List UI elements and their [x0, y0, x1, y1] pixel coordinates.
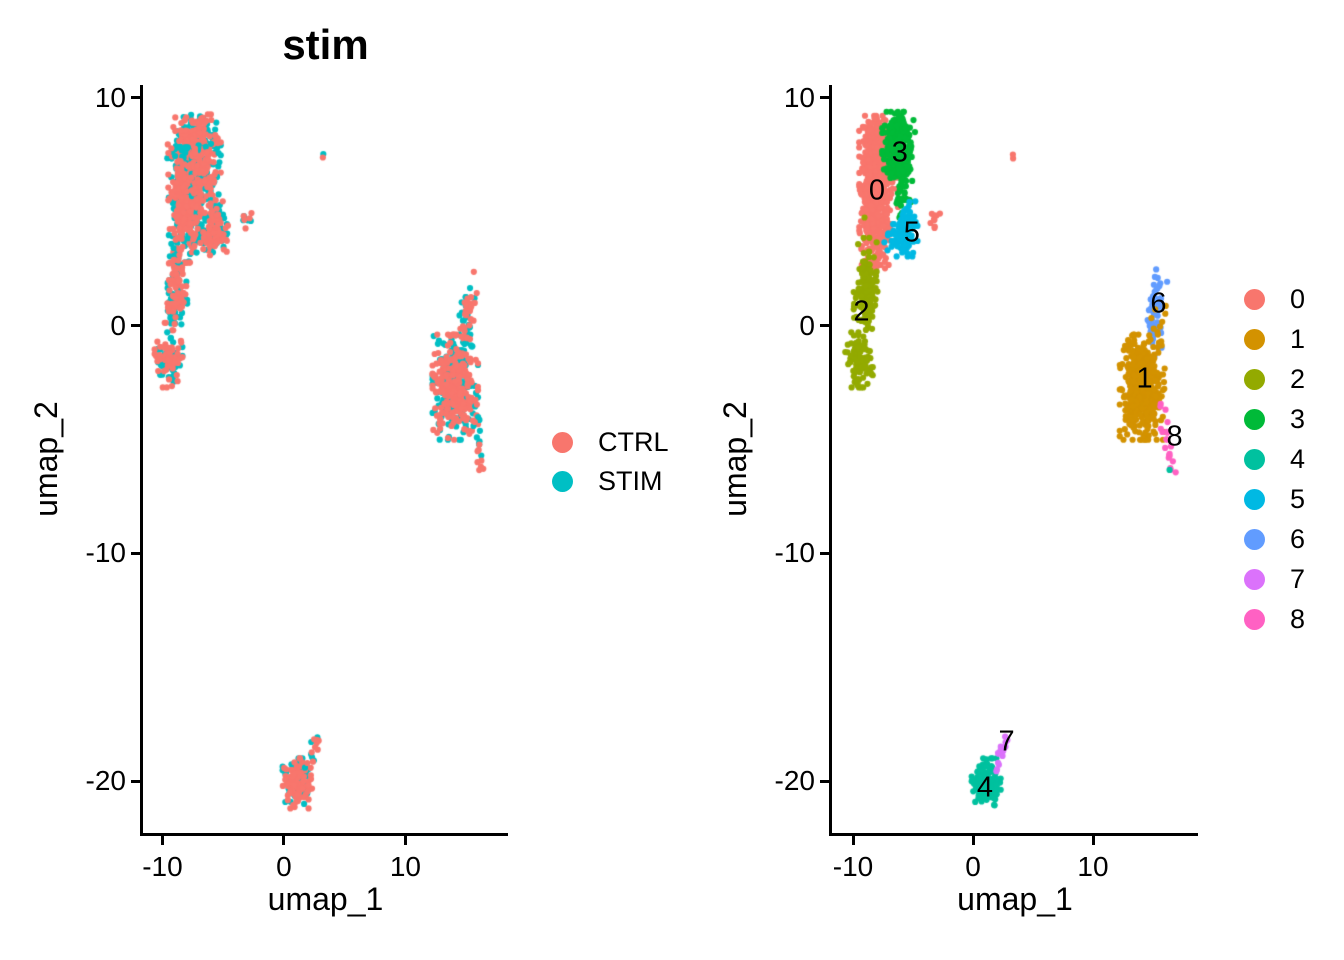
legend-label: 0 [1290, 283, 1306, 314]
y-tick-label: 10 [783, 81, 815, 113]
legend-item: CTRL [552, 423, 669, 462]
umap-panel-stim [143, 85, 508, 833]
scatter-points-clusters [832, 85, 1198, 833]
x-tick-label: 0 [965, 851, 981, 882]
legend-color-dot [1244, 288, 1265, 310]
legend-label: 7 [1290, 563, 1306, 594]
x-tick-label: -10 [142, 851, 183, 882]
x-axis-line [140, 833, 508, 836]
x-tick-mark [851, 836, 855, 845]
y-axis-title-right: umap_2 [717, 401, 753, 517]
y-tick-label: -10 [85, 537, 126, 569]
x-tick-label: 0 [276, 851, 292, 882]
legend-item: 8 [1244, 599, 1305, 639]
y-tick-label: 0 [799, 309, 815, 341]
legend-condition: CTRL STIM [552, 423, 669, 501]
x-axis-title-right: umap_1 [957, 881, 1073, 917]
x-tick-label: 10 [1077, 851, 1109, 882]
legend-label: 8 [1290, 603, 1306, 634]
legend-label: 1 [1290, 323, 1306, 354]
legend-color-dot [1244, 568, 1265, 590]
legend-label: 6 [1290, 523, 1306, 554]
y-tick-mark [820, 324, 829, 328]
legend-color-dot [1244, 408, 1265, 430]
y-axis-line [140, 85, 143, 836]
y-axis-line [829, 85, 832, 836]
legend-item: STIM [552, 462, 669, 501]
y-tick-label: -20 [774, 765, 815, 797]
x-tick-mark [971, 836, 975, 845]
x-axis-line [829, 833, 1198, 836]
y-tick-label: -20 [85, 765, 126, 797]
y-tick-label: -10 [774, 537, 815, 569]
legend-item: 2 [1244, 359, 1305, 399]
scatter-points-stim [143, 85, 508, 833]
legend-color-dot [1244, 368, 1265, 390]
y-tick-label: 0 [110, 309, 126, 341]
legend-label: 4 [1290, 443, 1306, 474]
legend-color-dot [1244, 328, 1265, 350]
x-tick-mark [1091, 836, 1095, 845]
y-tick-mark [131, 96, 140, 100]
legend-color-dot [552, 471, 573, 492]
x-axis-title-left: umap_1 [267, 881, 384, 917]
legend-item: 1 [1244, 319, 1305, 359]
y-tick-label: 10 [94, 81, 126, 113]
y-tick-mark [131, 551, 140, 555]
legend-item: 5 [1244, 479, 1305, 519]
legend-color-dot [552, 432, 573, 453]
y-tick-mark [131, 779, 140, 783]
x-tick-label: -10 [832, 851, 874, 882]
legend-label: CTRL [598, 427, 669, 457]
plot-title: stim [282, 21, 369, 68]
legend-color-dot [1244, 528, 1265, 550]
x-tick-mark [282, 836, 286, 845]
legend-item: 7 [1244, 559, 1305, 599]
x-tick-mark [403, 836, 407, 845]
legend-color-dot [1244, 488, 1265, 510]
legend-label: STIM [598, 466, 663, 496]
legend-item: 4 [1244, 439, 1305, 479]
legend-item: 3 [1244, 399, 1305, 439]
legend-color-dot [1244, 608, 1265, 630]
y-tick-mark [820, 96, 829, 100]
y-tick-mark [131, 324, 140, 328]
legend-color-dot [1244, 448, 1265, 470]
legend-item: 0 [1244, 279, 1305, 319]
legend-label: 5 [1290, 483, 1306, 514]
y-tick-mark [820, 551, 829, 555]
legend-label: 2 [1290, 363, 1306, 394]
y-axis-title-left: umap_2 [28, 401, 64, 517]
legend-label: 3 [1290, 403, 1306, 434]
x-tick-label: 10 [389, 851, 422, 882]
legend-clusters: 0 1 2 3 4 5 6 7 8 [1244, 279, 1305, 639]
y-tick-mark [820, 779, 829, 783]
legend-item: 6 [1244, 519, 1305, 559]
x-tick-mark [160, 836, 164, 845]
